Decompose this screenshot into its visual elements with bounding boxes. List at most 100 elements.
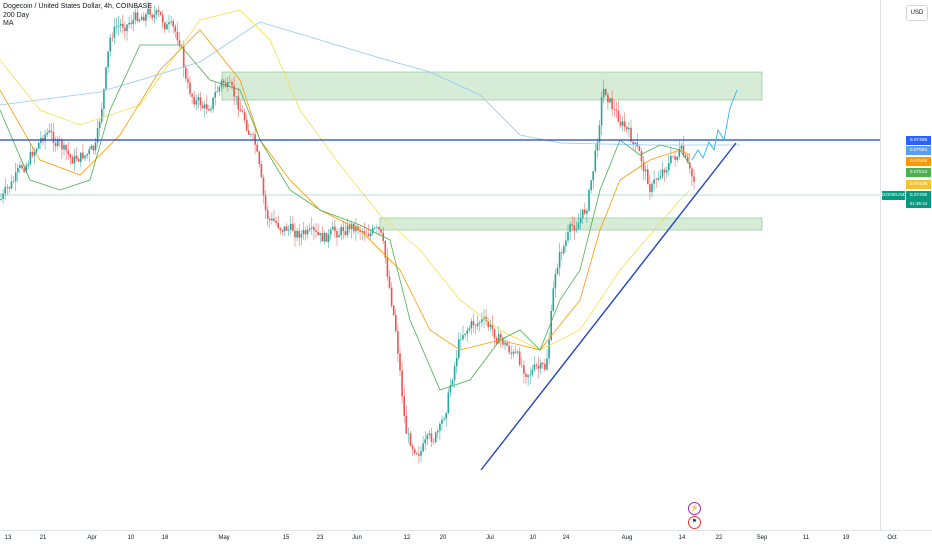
candle [676, 156, 678, 160]
candle [157, 10, 160, 12]
candle [657, 178, 660, 181]
time-label-10: 20 [439, 535, 447, 541]
candle [235, 96, 237, 98]
lightning-icon[interactable]: ⚡ [688, 502, 701, 515]
candle [628, 127, 630, 130]
candle [252, 133, 254, 135]
candle [514, 351, 517, 353]
candle [516, 351, 519, 353]
candle [621, 121, 624, 126]
candle [546, 358, 548, 370]
candle [443, 418, 445, 420]
candle [420, 451, 422, 456]
candle [485, 316, 487, 322]
candle [558, 252, 561, 268]
candle [445, 413, 447, 419]
time-label-11: Jul [486, 535, 494, 541]
candle [525, 373, 527, 378]
time-label-1: 21 [39, 535, 47, 541]
candle [655, 179, 657, 181]
candle [464, 333, 466, 336]
candle [313, 227, 315, 231]
candle [243, 112, 246, 120]
candle [672, 155, 674, 157]
time-label-18: 11 [802, 535, 810, 541]
candle [449, 384, 452, 393]
candle [319, 233, 321, 236]
candle [239, 109, 242, 112]
candle [502, 337, 504, 345]
candle [336, 231, 338, 238]
ascending-trendline[interactable] [480, 142, 737, 471]
candle [35, 148, 38, 152]
time-axis[interactable] [0, 530, 932, 551]
candle [479, 322, 481, 324]
candle [119, 23, 122, 26]
candle [256, 144, 258, 152]
candle [567, 231, 569, 241]
time-label-8: Jun [352, 535, 362, 541]
candle [195, 100, 198, 105]
candle [338, 235, 340, 238]
currency-button[interactable]: USD [906, 5, 928, 21]
candle [497, 334, 500, 344]
candle [227, 81, 229, 87]
candle [407, 433, 410, 435]
candle [23, 168, 25, 172]
candle [2, 193, 4, 199]
candle [71, 157, 74, 164]
candle [29, 151, 32, 164]
candle [460, 339, 462, 340]
time-label-4: 18 [161, 535, 169, 541]
candle [693, 176, 695, 182]
candle [531, 369, 534, 375]
time-label-16: 22 [715, 535, 723, 541]
ma-slow-line[interactable] [0, 9, 691, 351]
candle [542, 362, 544, 364]
candle [365, 233, 368, 235]
candle [168, 22, 170, 25]
candle [384, 240, 387, 258]
candle [680, 145, 683, 149]
candle [174, 26, 177, 32]
candle [294, 230, 296, 238]
time-label-0: 13 [4, 535, 12, 541]
indicator-ma[interactable]: MA [3, 20, 14, 27]
ma-200-line[interactable] [0, 21, 740, 146]
chart-legend: Dogecoin / United States Dollar, 4h, COI… [3, 3, 152, 29]
candle [208, 109, 210, 111]
time-label-5: May [218, 535, 230, 541]
candle [300, 234, 303, 238]
candle [615, 109, 618, 111]
candle [605, 88, 607, 96]
candle [19, 165, 21, 168]
candle [172, 21, 174, 27]
candle [380, 229, 382, 233]
candle [413, 449, 416, 454]
candle [96, 128, 99, 143]
demand-zone [379, 217, 763, 231]
candle [367, 234, 370, 237]
candle [539, 362, 542, 369]
candle [281, 229, 284, 232]
candle [206, 104, 208, 110]
supply-zone [221, 71, 763, 101]
candle [222, 80, 225, 83]
candle [33, 151, 36, 156]
candle [523, 365, 525, 374]
indicator-200-day[interactable]: 200 Day [3, 11, 30, 19]
ma-fast-line[interactable] [0, 44, 691, 391]
candle [579, 218, 582, 223]
projected-path[interactable] [691, 89, 738, 161]
candle [237, 96, 240, 110]
candle [447, 392, 450, 414]
candle [678, 148, 681, 157]
candle [145, 14, 147, 21]
us-flag-icon[interactable]: ⚑ [688, 516, 701, 529]
candle [518, 351, 521, 365]
candle [399, 353, 401, 371]
ma-mid-line[interactable] [0, 29, 691, 351]
candle [686, 156, 689, 163]
time-label-13: 24 [562, 535, 570, 541]
